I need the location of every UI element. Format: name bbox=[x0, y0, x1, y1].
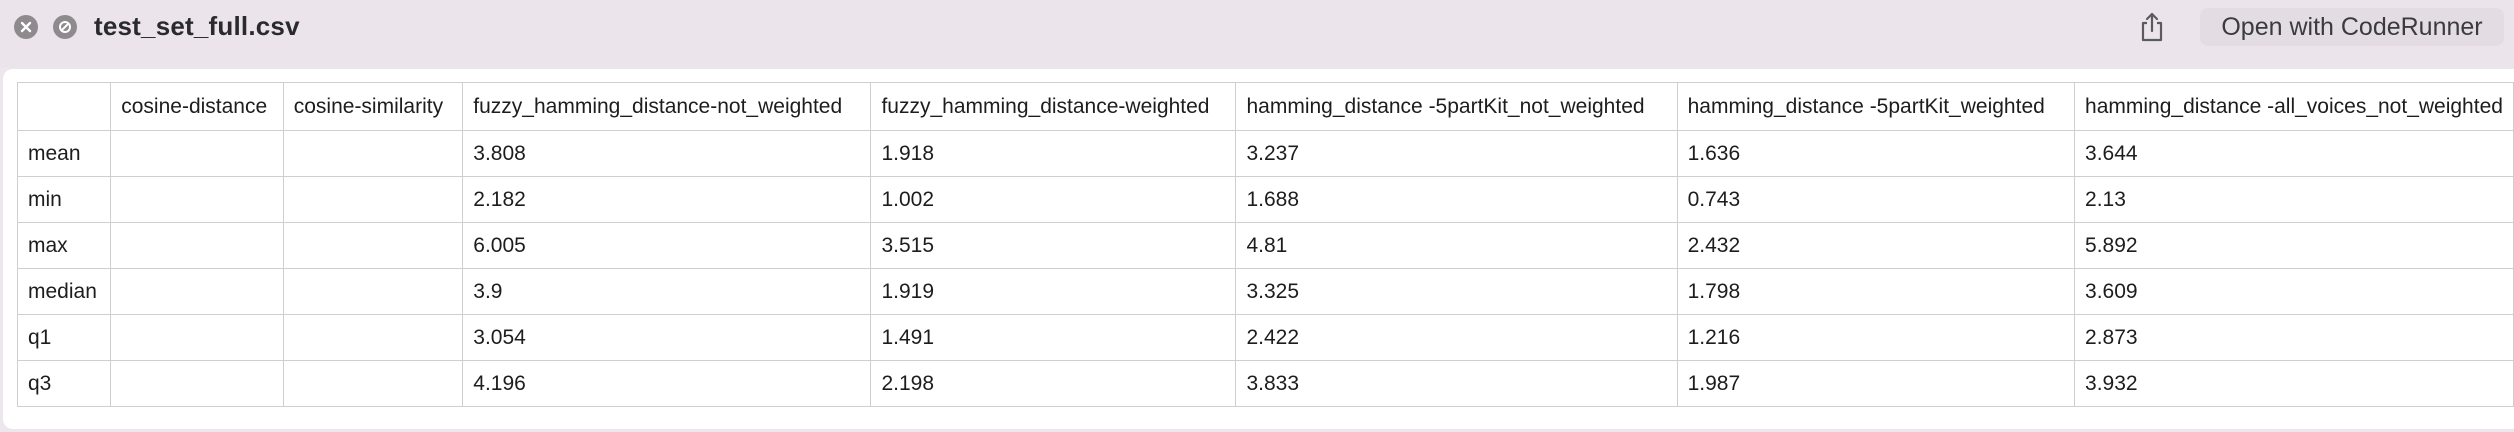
table-cell[interactable]: 2.422 bbox=[1235, 314, 1678, 361]
table-cell[interactable]: 2.873 bbox=[2074, 314, 2514, 361]
table-cell[interactable] bbox=[110, 314, 284, 361]
table-cell[interactable]: 1.688 bbox=[1235, 176, 1678, 223]
table-cell[interactable] bbox=[282, 314, 464, 361]
column-header[interactable]: fuzzy_hamming_distance-not_weighted bbox=[462, 82, 872, 131]
table-cell[interactable]: 1.636 bbox=[1676, 130, 2076, 177]
table-cell[interactable]: 3.609 bbox=[2074, 268, 2514, 315]
table-cell[interactable]: 2.13 bbox=[2074, 176, 2514, 223]
block-icon[interactable] bbox=[53, 15, 77, 39]
table-cell[interactable]: 1.216 bbox=[1676, 314, 2076, 361]
table-row: min 2.182 1.002 1.688 0.743 2.13 bbox=[16, 176, 2514, 223]
column-header[interactable]: hamming_distance -5partKit_not_weighted bbox=[1235, 82, 1678, 131]
column-header[interactable]: hamming_distance -5partKit_weighted bbox=[1676, 82, 2076, 131]
table-cell[interactable]: 3.808 bbox=[462, 130, 872, 177]
table-cell[interactable]: 1.002 bbox=[870, 176, 1237, 223]
table-cell[interactable]: 4.196 bbox=[462, 360, 872, 407]
column-header[interactable]: cosine-similarity bbox=[282, 82, 464, 131]
table-cell[interactable]: 6.005 bbox=[462, 222, 872, 269]
share-icon[interactable] bbox=[2134, 10, 2170, 44]
table-cell[interactable]: 3.054 bbox=[462, 314, 872, 361]
table-cell[interactable]: 3.237 bbox=[1235, 130, 1678, 177]
table-cell[interactable]: 3.644 bbox=[2074, 130, 2514, 177]
table-cell[interactable]: 3.325 bbox=[1235, 268, 1678, 315]
table-row: max 6.005 3.515 4.81 2.432 5.892 bbox=[16, 222, 2514, 269]
table-cell[interactable] bbox=[282, 268, 464, 315]
table-cell[interactable]: q1 bbox=[16, 314, 112, 361]
table-cell[interactable]: max bbox=[16, 222, 112, 269]
table-cell[interactable]: min bbox=[16, 176, 112, 223]
table-cell[interactable] bbox=[110, 360, 284, 407]
table-cell[interactable]: q3 bbox=[16, 360, 112, 407]
window-title: test_set_full.csv bbox=[94, 11, 300, 41]
column-header[interactable] bbox=[16, 82, 112, 131]
table-cell[interactable]: 0.743 bbox=[1676, 176, 2076, 223]
table-row: q3 4.196 2.198 3.833 1.987 3.932 bbox=[16, 360, 2514, 407]
table-cell[interactable]: 1.798 bbox=[1676, 268, 2076, 315]
table-cell[interactable]: mean bbox=[16, 130, 112, 177]
table-cell[interactable]: 2.432 bbox=[1676, 222, 2076, 269]
table-cell[interactable]: 1.918 bbox=[870, 130, 1237, 177]
table-header-row: cosine-distance cosine-similarity fuzzy_… bbox=[16, 82, 2514, 131]
table-cell[interactable]: median bbox=[16, 268, 112, 315]
column-header[interactable]: fuzzy_hamming_distance-weighted bbox=[870, 82, 1237, 131]
table-cell[interactable]: 1.987 bbox=[1676, 360, 2076, 407]
csv-table: cosine-distance cosine-similarity fuzzy_… bbox=[16, 82, 2514, 407]
table-cell[interactable] bbox=[110, 268, 284, 315]
table-row: median 3.9 1.919 3.325 1.798 3.609 bbox=[16, 268, 2514, 315]
table-cell[interactable] bbox=[282, 176, 464, 223]
csv-preview-panel: cosine-distance cosine-similarity fuzzy_… bbox=[3, 69, 2514, 429]
table-cell[interactable]: 3.9 bbox=[462, 268, 872, 315]
table-cell[interactable] bbox=[282, 130, 464, 177]
table-cell[interactable] bbox=[282, 222, 464, 269]
title-bar: test_set_full.csv Open with CodeRunner bbox=[0, 0, 2514, 68]
table-cell[interactable] bbox=[110, 222, 284, 269]
table-cell[interactable]: 1.919 bbox=[870, 268, 1237, 315]
table-cell[interactable]: 4.81 bbox=[1235, 222, 1678, 269]
table-row: q1 3.054 1.491 2.422 1.216 2.873 bbox=[16, 314, 2514, 361]
column-header[interactable]: hamming_distance -all_voices_not_weighte… bbox=[2074, 82, 2514, 131]
table-cell[interactable]: 1.491 bbox=[870, 314, 1237, 361]
table-cell[interactable] bbox=[110, 176, 284, 223]
open-with-coderunner-button[interactable]: Open with CodeRunner bbox=[2200, 8, 2504, 46]
table-cell[interactable]: 2.198 bbox=[870, 360, 1237, 407]
table-cell[interactable]: 5.892 bbox=[2074, 222, 2514, 269]
close-icon[interactable] bbox=[14, 15, 38, 39]
table-row: mean 3.808 1.918 3.237 1.636 3.644 bbox=[16, 130, 2514, 177]
table-cell[interactable]: 3.932 bbox=[2074, 360, 2514, 407]
table-cell[interactable] bbox=[282, 360, 464, 407]
table-cell[interactable]: 3.515 bbox=[870, 222, 1237, 269]
column-header[interactable]: cosine-distance bbox=[110, 82, 284, 131]
table-cell[interactable] bbox=[110, 130, 284, 177]
table-cell[interactable]: 2.182 bbox=[462, 176, 872, 223]
table-cell[interactable]: 3.833 bbox=[1235, 360, 1678, 407]
